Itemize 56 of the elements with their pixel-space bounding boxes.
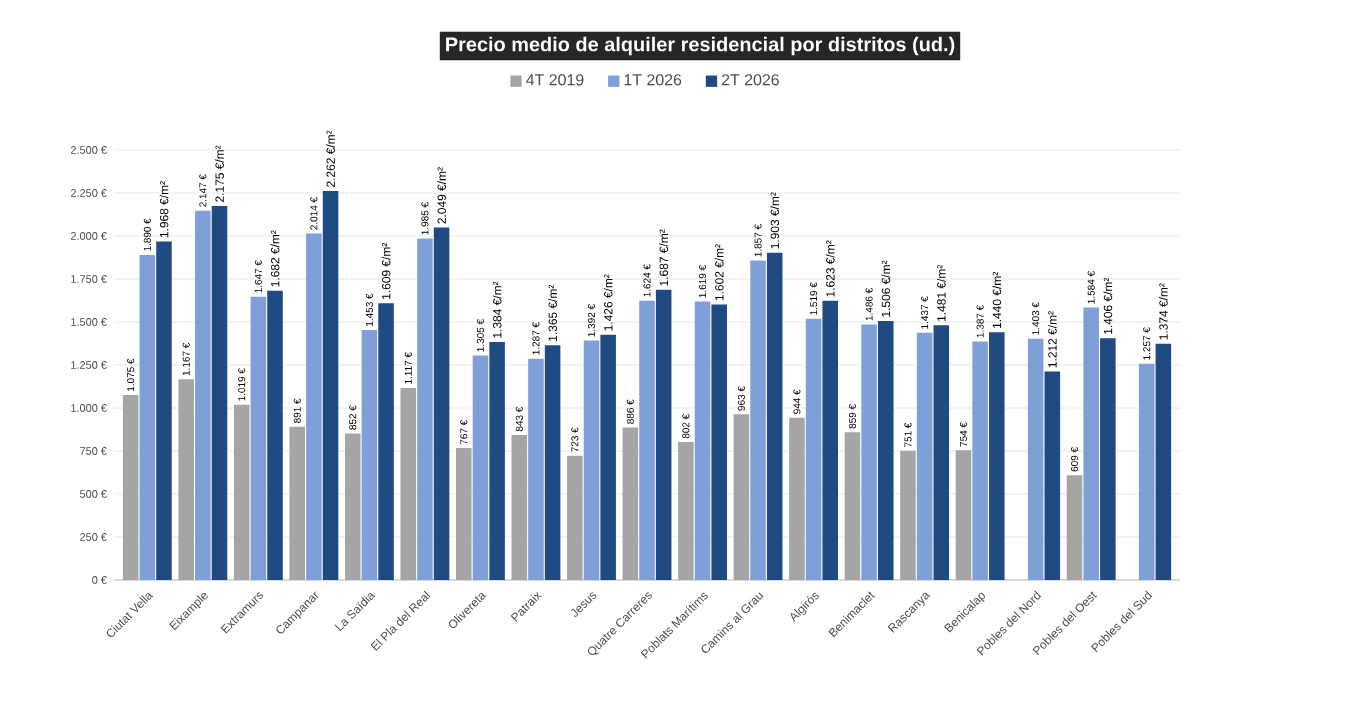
bar: [1027, 338, 1044, 580]
bar: [789, 417, 805, 580]
bar: [1066, 475, 1083, 580]
bar: [600, 334, 616, 580]
bar: [267, 290, 283, 580]
bar: [417, 238, 433, 580]
bar: [378, 303, 394, 580]
bar: [1100, 338, 1116, 580]
bar: [511, 435, 528, 580]
bar: [178, 379, 194, 580]
bar: [622, 427, 639, 580]
bar: [972, 341, 988, 580]
bar: [122, 395, 139, 580]
bar: [766, 252, 783, 580]
bar: [678, 442, 694, 580]
bar: [694, 301, 711, 580]
bar: [1138, 363, 1155, 580]
bar: [933, 325, 950, 580]
bar: [583, 340, 600, 580]
bar: [195, 210, 211, 580]
bar: [250, 296, 267, 580]
bar: [233, 404, 250, 580]
bar: [861, 324, 877, 580]
bar: [361, 330, 378, 580]
bar: [156, 241, 172, 580]
bar: [567, 455, 583, 580]
bar: [805, 318, 822, 580]
bar: [900, 450, 916, 580]
bar: [528, 358, 544, 580]
bar: [306, 233, 322, 580]
bar: [639, 300, 655, 580]
bar: [733, 414, 750, 580]
bar: [400, 387, 417, 580]
bar: [322, 190, 339, 580]
bar: [955, 450, 972, 580]
bar: [1044, 371, 1061, 580]
bar: [472, 355, 489, 580]
bar: [433, 227, 450, 580]
bar: [655, 289, 672, 580]
bar: [489, 341, 505, 580]
bar: [544, 345, 561, 580]
bar: [750, 260, 766, 580]
bar: [289, 426, 305, 580]
bar: [1155, 343, 1172, 580]
bar: [711, 304, 727, 580]
bar: [822, 300, 838, 580]
bar: [344, 433, 361, 580]
bar: [877, 320, 894, 580]
bar: [989, 332, 1005, 580]
bar: [139, 254, 156, 580]
bar: [456, 448, 472, 580]
chart-title: Precio medio de alquiler residencial por distritos (ud.): [446, 36, 955, 56]
bar: [916, 332, 933, 580]
bar: [1083, 307, 1099, 580]
bar: [211, 205, 228, 580]
bar: [844, 432, 861, 580]
